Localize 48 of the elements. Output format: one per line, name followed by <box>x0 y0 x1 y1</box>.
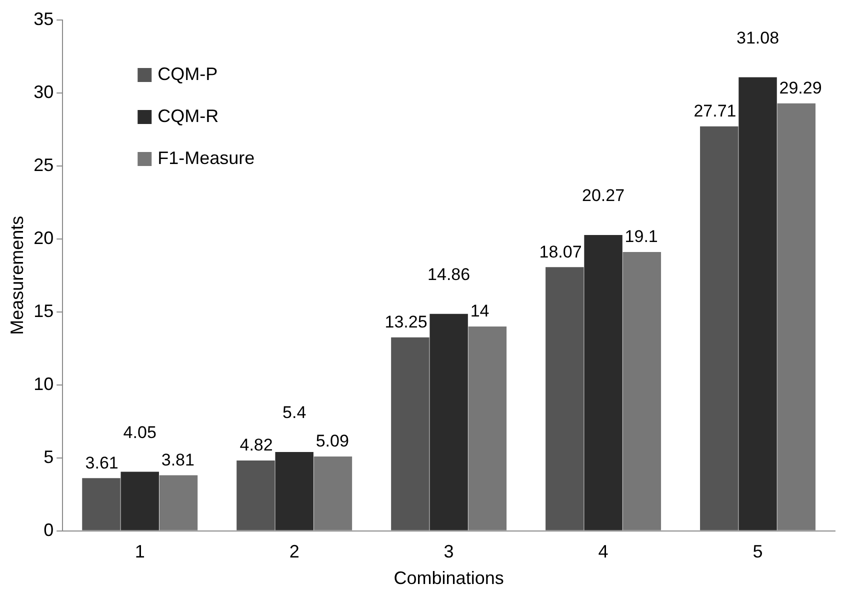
y-tick-label: 35 <box>34 8 54 29</box>
data-label: 29.29 <box>779 78 822 98</box>
bar <box>314 456 352 530</box>
data-label: 13.25 <box>384 312 428 332</box>
data-label: 19.1 <box>624 227 658 246</box>
data-label: 27.71 <box>694 102 736 121</box>
y-tick-label: 15 <box>34 300 54 321</box>
data-label: 18.07 <box>539 242 582 262</box>
bar <box>738 77 777 530</box>
legend-label: CQM-P <box>158 64 218 84</box>
bar <box>275 452 314 530</box>
y-tick-label: 20 <box>34 228 54 248</box>
x-tick-label: 2 <box>289 542 300 562</box>
y-tick-label: 25 <box>34 154 54 175</box>
bar <box>120 472 159 530</box>
data-label: 3.81 <box>161 450 194 470</box>
bar <box>584 234 622 530</box>
bar <box>777 103 816 530</box>
x-tick-label: 3 <box>444 542 454 562</box>
legend-label: F1-Measure <box>158 148 255 168</box>
data-label: 14.86 <box>428 265 470 284</box>
data-label: 4.82 <box>240 436 273 455</box>
data-label: 5.4 <box>282 403 306 422</box>
legend-label: CQM-R <box>158 106 219 126</box>
x-axis-title: Combinations <box>394 568 504 588</box>
data-label: 3.61 <box>85 453 118 472</box>
data-label: 5.09 <box>316 432 349 451</box>
y-tick-label: 5 <box>44 446 54 467</box>
bar <box>82 478 120 530</box>
data-label: 31.08 <box>736 28 780 48</box>
y-axis-title: Measurements <box>6 216 27 335</box>
bar <box>700 126 738 530</box>
data-label: 4.05 <box>123 422 156 442</box>
bar <box>546 267 584 530</box>
y-tick-label: 10 <box>34 374 54 394</box>
data-label: 20.27 <box>582 186 625 206</box>
y-tick-label: 0 <box>44 520 54 540</box>
bar <box>430 314 468 530</box>
bar <box>236 460 275 530</box>
y-tick-label: 30 <box>34 82 54 102</box>
bar <box>159 475 198 530</box>
x-tick-label: 5 <box>752 542 763 562</box>
x-tick-label: 1 <box>134 542 145 562</box>
bar <box>391 337 430 530</box>
bar <box>622 252 662 530</box>
data-label: 14 <box>470 302 490 321</box>
bar <box>468 326 507 530</box>
x-tick-label: 4 <box>598 542 608 562</box>
